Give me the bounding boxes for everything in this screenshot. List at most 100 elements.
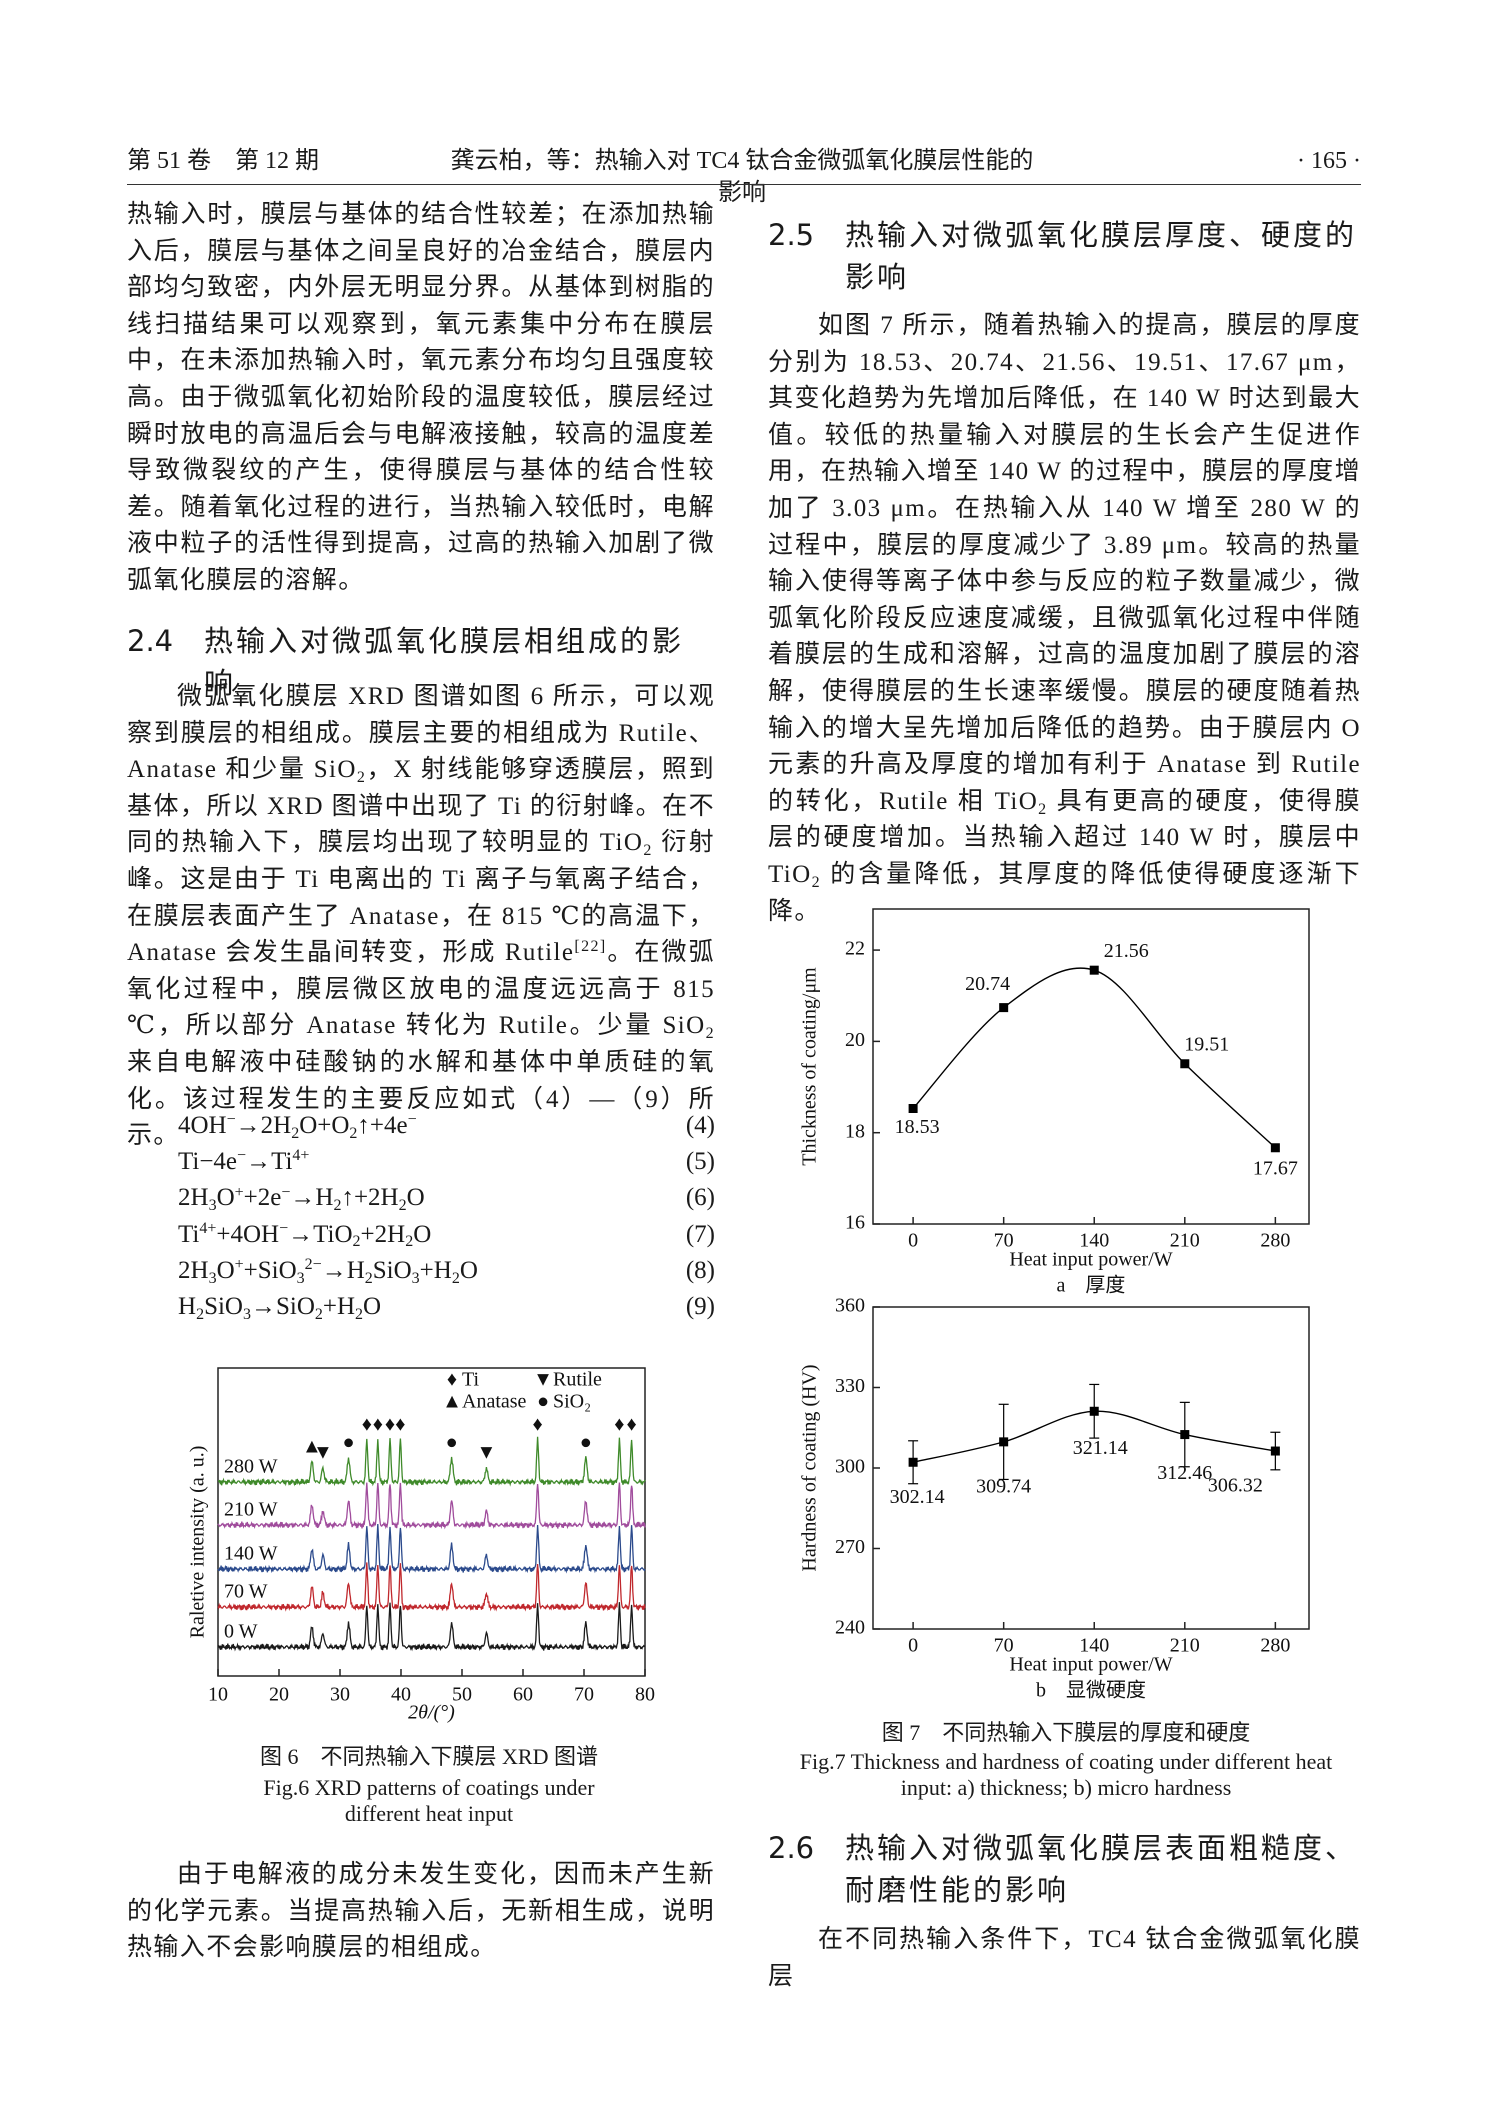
x-tick-label: 30: [330, 1684, 350, 1706]
text-run: SiO: [372, 1256, 412, 1284]
section-heading: 2.4 热输入对微弧氧化膜层相组成的影响: [127, 620, 715, 704]
subscript: 2: [352, 1233, 361, 1251]
text-run: 由于电解液的成分未发生变化，因而未产生新的化学元素。当提高热输入后，无新相生成，…: [127, 1861, 715, 1962]
text-run: Ti: [178, 1220, 200, 1248]
subscript: 2: [451, 1269, 460, 1287]
text-run: 的含量降低，其厚度的降低使得硬度逐渐下降。: [768, 860, 1361, 925]
phase-marker: ●: [342, 1432, 354, 1454]
phase-marker: ●: [580, 1432, 592, 1454]
x-axis-title: 2θ/(°): [408, 1702, 455, 1724]
text-run: ↑+4e: [357, 1112, 408, 1139]
superscript: −: [237, 1147, 247, 1165]
y-tick-label: 22: [845, 938, 865, 960]
text-run: +H: [322, 1292, 356, 1320]
subscript: 2: [355, 1305, 364, 1323]
superscript: 2−: [304, 1255, 322, 1273]
paragraph: 微弧氧化膜层 XRD 图谱如图 6 所示，可以观察到膜层的相组成。膜层主要的相组…: [127, 679, 715, 1155]
subscript: 2: [398, 1197, 407, 1215]
data-label: 302.14: [890, 1486, 945, 1508]
superscript: [22]: [574, 938, 607, 956]
equation-formula: 4OH−→2H2O+O2↑+4e−: [178, 1112, 417, 1142]
equation-formula: Ti−4e−→Ti4+: [178, 1148, 309, 1175]
text-run: 来自电解液中硅酸钠的水解和基体中单质硅的氧化。该过程发生的主要反应如式（4）—（…: [127, 1048, 715, 1150]
phase-marker: ▼: [477, 1442, 497, 1464]
data-point: [999, 1437, 1009, 1447]
section-title: 热输入对微弧氧化膜层表面粗糙度、耐磨性能的影响: [845, 1831, 1358, 1907]
section-heading: 2.5 热输入对微弧氧化膜层厚度、硬度的影响: [768, 214, 1361, 298]
y-tick-label: 240: [835, 1617, 865, 1639]
text-run: O+O: [299, 1112, 350, 1139]
y-tick-label: 20: [845, 1029, 865, 1051]
equation-number: (8): [685, 1256, 715, 1284]
subscript: 2: [196, 1305, 205, 1323]
text-run: +H: [419, 1256, 452, 1284]
subscript: 2: [314, 1305, 323, 1323]
text-run: O: [406, 1184, 425, 1212]
subscript: 2: [291, 1124, 300, 1142]
subscript: 2: [364, 1269, 373, 1287]
superscript: 4+: [199, 1219, 217, 1237]
text-run: +2H: [360, 1220, 406, 1248]
data-label: 306.32: [1208, 1475, 1263, 1497]
y-tick-label: 18: [845, 1120, 865, 1142]
xrd-curve: [217, 1602, 646, 1652]
legend-symbol: ▼: [533, 1369, 553, 1391]
text-run: 如图 7 所示，随着热输入的提高，膜层的厚度分别为 18.53、20.74、21…: [768, 312, 1361, 815]
section-number: 2.6: [768, 1831, 815, 1865]
equation-number: (9): [685, 1292, 715, 1320]
text-run: →H: [290, 1184, 334, 1212]
xrd-curve: [217, 1562, 646, 1612]
phase-marker: ♦: [614, 1414, 624, 1436]
data-line: [912, 1410, 1276, 1463]
subscript: 3: [411, 1269, 420, 1287]
superscript: −: [281, 1183, 291, 1201]
legend-label: Anatase: [462, 1391, 527, 1413]
y-axis-title: Thickness of coating/μm: [799, 967, 821, 1166]
section-heading: 2.6 热输入对微弧氧化膜层表面粗糙度、耐磨性能的影响: [768, 1827, 1361, 1911]
plot-frame: [217, 1367, 646, 1677]
superscript: +: [234, 1183, 244, 1201]
data-point: [1180, 1430, 1190, 1440]
subscript: 2: [333, 1197, 342, 1215]
legend-label: SiO₂: [553, 1391, 591, 1413]
legend-label: Ti: [462, 1369, 480, 1391]
subscript: 2: [1038, 800, 1048, 818]
y-tick-label: 270: [835, 1536, 865, 1558]
text-run: SiO: [204, 1292, 243, 1320]
chart-sublabel: a 厚度: [1057, 1274, 1126, 1297]
text-run: 4OH: [178, 1112, 227, 1139]
xrd-curve: [217, 1523, 646, 1574]
text-run: Ti−4e: [178, 1148, 238, 1176]
subscript: 3: [296, 1269, 305, 1287]
data-label: 321.14: [1073, 1437, 1128, 1459]
phase-marker: ♦: [395, 1414, 405, 1436]
section-title: 热输入对微弧氧化膜层相组成的影响: [204, 624, 685, 700]
y-tick-label: 300: [835, 1456, 865, 1478]
data-point: [1270, 1446, 1280, 1456]
equation: 4OH−→2H2O+O2↑+4e− (4): [178, 1108, 715, 1144]
text-run: +4OH: [216, 1220, 280, 1248]
equation-formula: Ti4++4OH−→TiO2+2H2O: [178, 1219, 431, 1251]
subscript: 2: [811, 873, 821, 891]
data-label: 18.53: [895, 1116, 940, 1138]
x-tick-label: 60: [513, 1684, 533, 1706]
xrd-curve: [217, 1482, 646, 1530]
data-label: 19.51: [1184, 1033, 1229, 1055]
data-point: [1089, 965, 1099, 975]
data-point: [908, 1457, 918, 1467]
y-tick-label: 360: [835, 1295, 865, 1317]
x-tick-label: 140: [1079, 1230, 1109, 1252]
equation: Ti4++4OH−→TiO2+2H2O (7): [178, 1217, 715, 1253]
phase-marker: ♦: [533, 1414, 543, 1436]
equation-number: (6): [685, 1184, 715, 1212]
text-run: 热输入时，膜层与基体的结合性较差；在添加热输入后，膜层与基体之间呈良好的冶金结合…: [127, 201, 715, 594]
figure-caption-en: Fig.6 XRD patterns of coatings under dif…: [263, 1775, 595, 1826]
data-label: 21.56: [1104, 940, 1149, 962]
equations: 4OH−→2H2O+O2↑+4e− (4) Ti−4e−→Ti4+ (5) 2H3O++…: [178, 1108, 715, 1325]
y-axis-title: Hardness of coating (HV): [799, 1364, 821, 1571]
text-run: +2e: [243, 1184, 282, 1212]
text-run: O: [363, 1292, 382, 1320]
subscript: 3: [242, 1305, 251, 1323]
text-run: ↑+2H: [341, 1184, 399, 1212]
